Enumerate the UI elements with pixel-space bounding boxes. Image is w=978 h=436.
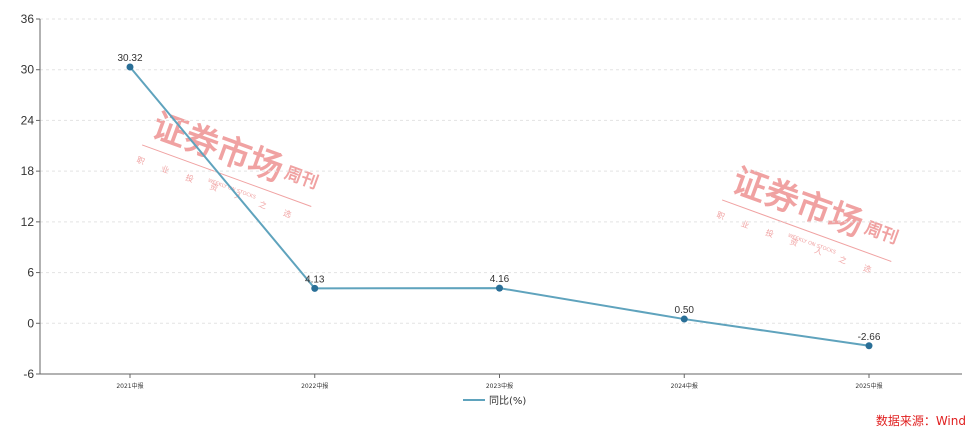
x-tick-label: 2024中报 xyxy=(671,382,698,390)
y-tick-label: 6 xyxy=(27,266,34,280)
watermark-slogan: 职 业 投 资 人 之 选 xyxy=(715,210,873,275)
data-point xyxy=(126,63,134,71)
x-tick-label: 2021中报 xyxy=(116,382,143,390)
source-note: 数据来源：Wind xyxy=(875,414,966,428)
y-tick-label: 24 xyxy=(21,113,35,127)
svg-text:投: 投 xyxy=(764,227,775,239)
data-point xyxy=(496,284,503,292)
svg-text:选: 选 xyxy=(282,208,293,220)
data-label: 30.32 xyxy=(117,53,142,64)
axes xyxy=(39,19,962,375)
data-label: 4.16 xyxy=(490,274,510,285)
watermark-suffix: 周刊 xyxy=(282,163,321,193)
svg-text:资: 资 xyxy=(789,236,800,248)
svg-text:职: 职 xyxy=(715,210,726,221)
svg-text:之: 之 xyxy=(257,199,268,211)
data-point xyxy=(680,315,688,323)
x-tick-label: 2022中报 xyxy=(301,382,328,390)
watermark-logo: 证券市场 周刊 WEEKLY ON STOCKS 职 业 投 资 人 之 选 xyxy=(715,161,901,275)
svg-text:投: 投 xyxy=(184,172,195,184)
svg-text:业: 业 xyxy=(160,163,171,175)
series-tongbi: 30.32 4.13 4.16 0.50 -2.66 xyxy=(117,53,881,350)
y-tick-label: 12 xyxy=(21,215,35,229)
y-tick-label: 36 xyxy=(21,12,35,26)
x-tick-label: 2023中报 xyxy=(486,382,513,390)
legend-label: 同比(%) xyxy=(489,395,526,407)
svg-text:之: 之 xyxy=(837,254,848,266)
grid-lines xyxy=(40,18,962,324)
data-point xyxy=(311,284,319,292)
svg-text:资: 资 xyxy=(209,181,220,193)
data-point xyxy=(865,342,873,350)
x-tick-label: 2025中报 xyxy=(855,382,882,390)
data-label: 4.13 xyxy=(305,274,325,285)
watermark-logo: 证券市场 周刊 WEEKLY ON STOCKS 职 业 投 资 人 之 选 xyxy=(135,106,321,220)
y-tick-label: 0 xyxy=(27,316,34,330)
svg-text:人: 人 xyxy=(813,246,824,257)
svg-text:职: 职 xyxy=(135,155,146,166)
data-label: -2.66 xyxy=(858,332,881,343)
watermark-title: 证券市场 xyxy=(727,161,868,245)
svg-text:业: 业 xyxy=(740,218,751,230)
data-label: 0.50 xyxy=(675,305,695,316)
y-tick-label: 18 xyxy=(21,164,35,178)
watermark-suffix: 周刊 xyxy=(862,218,901,248)
legend: 同比(%) xyxy=(463,395,526,407)
y-tick-label: -6 xyxy=(23,367,34,381)
y-axis-ticks: -6 0 6 12 18 24 30 36 xyxy=(21,12,40,381)
svg-text:选: 选 xyxy=(862,263,873,275)
y-tick-label: 30 xyxy=(21,63,35,77)
watermark-title: 证券市场 xyxy=(147,106,288,190)
x-axis-ticks: 2021中报 2022中报 2023中报 2024中报 2025中报 xyxy=(116,374,883,390)
